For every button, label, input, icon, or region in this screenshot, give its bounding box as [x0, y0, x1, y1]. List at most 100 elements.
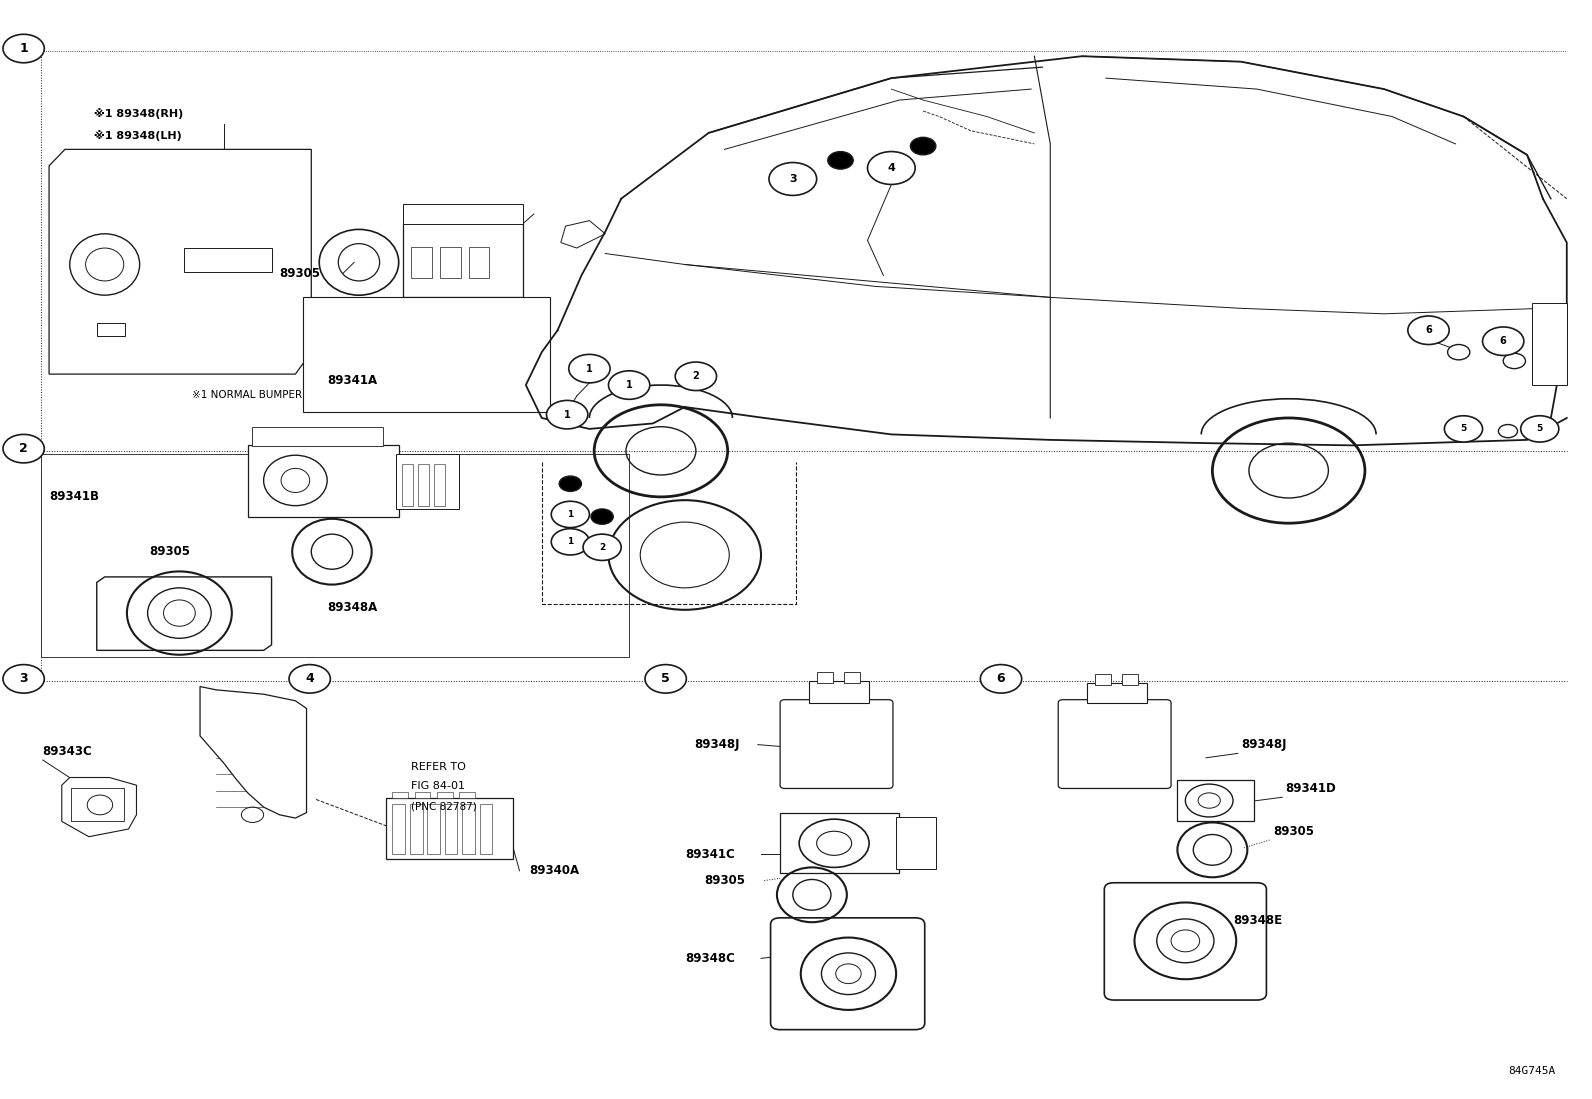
Bar — [401, 464, 412, 506]
Bar — [304, 298, 549, 412]
Text: 1: 1 — [567, 537, 573, 546]
Bar — [185, 248, 272, 273]
Text: 5: 5 — [661, 673, 670, 686]
Text: 1: 1 — [626, 380, 632, 390]
Bar — [72, 788, 124, 821]
FancyBboxPatch shape — [1105, 882, 1266, 1000]
Bar — [41, 454, 629, 657]
FancyBboxPatch shape — [771, 918, 925, 1030]
Text: 89305: 89305 — [1272, 824, 1313, 837]
Circle shape — [3, 34, 45, 63]
Bar — [1532, 303, 1567, 385]
Circle shape — [1482, 328, 1524, 355]
Circle shape — [1503, 353, 1525, 368]
Bar — [817, 673, 833, 684]
Bar — [253, 426, 382, 446]
Text: 3: 3 — [19, 673, 29, 686]
Circle shape — [1453, 422, 1473, 435]
Bar — [458, 791, 474, 798]
Bar — [248, 445, 398, 517]
Bar — [392, 791, 408, 798]
Bar — [809, 681, 869, 703]
Text: 89343C: 89343C — [43, 745, 92, 757]
Text: ※1 89348(RH): ※1 89348(RH) — [94, 108, 183, 119]
Circle shape — [546, 400, 587, 429]
Bar — [395, 454, 458, 509]
Circle shape — [688, 370, 704, 381]
Circle shape — [1498, 424, 1517, 437]
Circle shape — [290, 665, 331, 693]
Text: ※1 NORMAL BUMPER: ※1 NORMAL BUMPER — [193, 390, 302, 400]
Bar — [1122, 675, 1138, 686]
Bar — [409, 803, 422, 854]
Text: 89340A: 89340A — [529, 864, 579, 877]
Circle shape — [1407, 317, 1449, 344]
Text: 2: 2 — [599, 543, 605, 552]
Bar — [479, 803, 492, 854]
Bar — [1178, 779, 1253, 821]
Bar — [385, 798, 513, 858]
Circle shape — [621, 379, 637, 390]
Circle shape — [1444, 415, 1482, 442]
Circle shape — [911, 137, 936, 155]
Bar — [844, 673, 860, 684]
Circle shape — [868, 152, 915, 185]
Bar — [392, 803, 404, 854]
Text: 89305: 89305 — [280, 267, 320, 280]
Text: 1: 1 — [586, 364, 592, 374]
Bar — [97, 323, 126, 335]
Bar — [780, 812, 899, 873]
Circle shape — [608, 370, 650, 399]
Circle shape — [1520, 415, 1559, 442]
Polygon shape — [62, 777, 137, 836]
Text: 3: 3 — [790, 174, 796, 184]
FancyBboxPatch shape — [1059, 700, 1172, 788]
Text: FIG 84-01: FIG 84-01 — [411, 781, 465, 791]
Text: 6: 6 — [1425, 325, 1431, 335]
Text: 84G745A: 84G745A — [1508, 1066, 1555, 1076]
Text: 89341C: 89341C — [685, 847, 734, 861]
Circle shape — [1530, 422, 1549, 435]
Text: 1: 1 — [567, 510, 573, 519]
Bar — [417, 464, 428, 506]
Text: 89348A: 89348A — [328, 601, 377, 614]
Bar — [403, 223, 522, 298]
Text: (PNC 82787): (PNC 82787) — [411, 801, 478, 811]
Polygon shape — [560, 221, 605, 248]
Text: 89341B: 89341B — [49, 490, 99, 503]
Circle shape — [1447, 344, 1469, 359]
Text: 89341D: 89341D — [1285, 782, 1336, 795]
Circle shape — [645, 665, 686, 693]
Text: 5: 5 — [1536, 424, 1543, 433]
Text: 4: 4 — [887, 163, 895, 173]
Bar — [444, 803, 457, 854]
Circle shape — [551, 529, 589, 555]
Circle shape — [828, 152, 853, 169]
Bar — [468, 247, 489, 278]
Text: 2: 2 — [693, 371, 699, 381]
Text: 4: 4 — [306, 673, 314, 686]
Text: 89348E: 89348E — [1234, 913, 1282, 926]
Polygon shape — [201, 687, 307, 818]
Text: 89348C: 89348C — [685, 952, 734, 965]
Text: 89305: 89305 — [150, 545, 189, 558]
Bar — [1087, 684, 1148, 703]
Bar — [403, 204, 522, 224]
Bar — [414, 791, 430, 798]
Polygon shape — [49, 149, 312, 374]
Text: 89348J: 89348J — [694, 739, 740, 751]
Circle shape — [559, 476, 581, 491]
FancyBboxPatch shape — [780, 700, 893, 788]
Bar — [462, 803, 474, 854]
Text: 2: 2 — [19, 442, 29, 455]
Circle shape — [551, 501, 589, 528]
Polygon shape — [97, 577, 272, 651]
Text: 6: 6 — [1500, 336, 1506, 346]
Circle shape — [3, 665, 45, 693]
Bar — [436, 791, 452, 798]
Text: ※1 89348(LH): ※1 89348(LH) — [94, 130, 181, 141]
Text: 6: 6 — [997, 673, 1005, 686]
Circle shape — [568, 354, 610, 382]
Bar — [433, 464, 444, 506]
Bar — [411, 247, 431, 278]
